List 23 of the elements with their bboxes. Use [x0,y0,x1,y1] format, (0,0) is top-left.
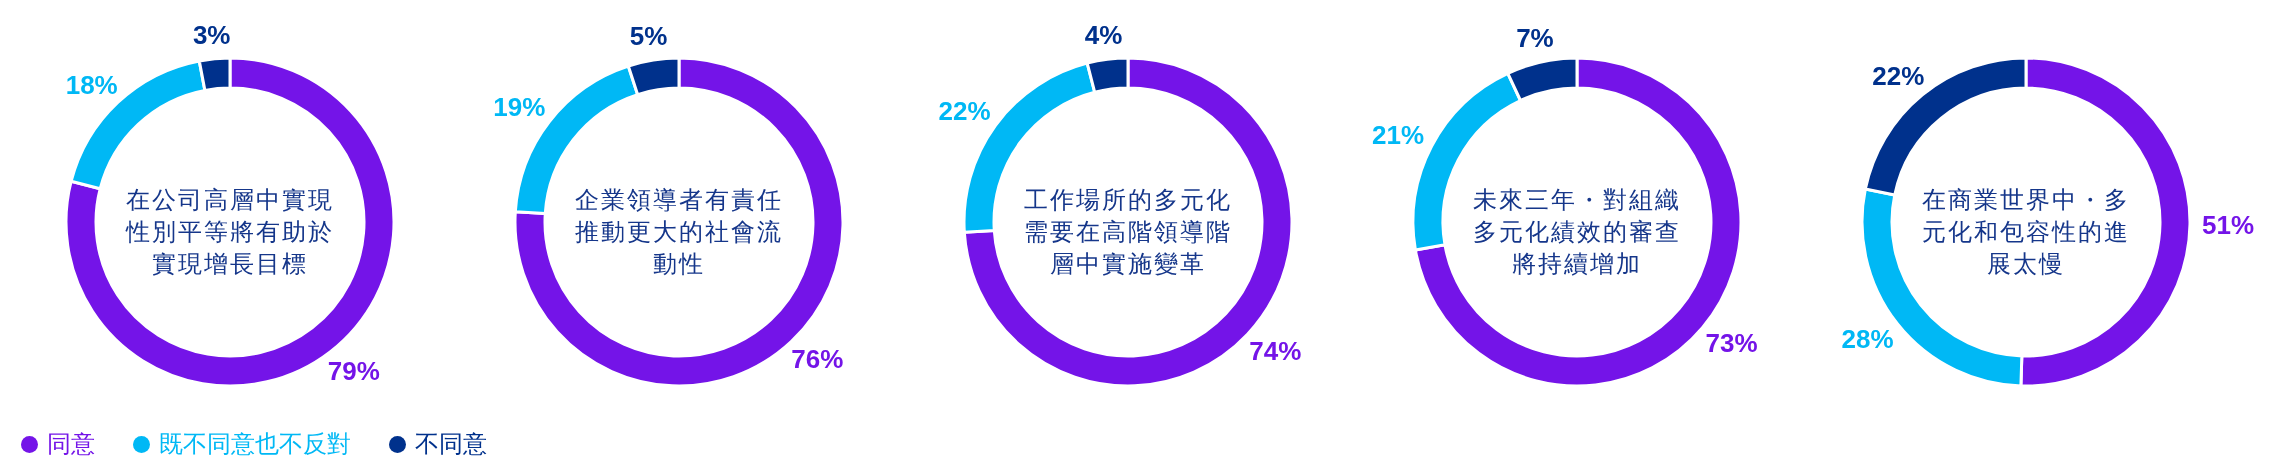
data-label: 3% [192,19,231,50]
data-label: 74% [1249,335,1302,366]
legend-label: 不同意 [415,429,487,460]
data-label: 7% [1516,23,1554,54]
text: 在公司高層中實現性別平等將有助於實現增長目標 [124,185,335,280]
data-label: 19% [493,91,546,122]
data-label: 4% [1084,20,1123,51]
data-label: 76% [791,344,844,375]
text: 企業領導者有責任推動更大的社會流動性 [574,185,784,280]
text: 工作場所的多元化需要在高階領導階層中實施變革 [1023,185,1233,280]
data-label: 22% [1872,61,1925,92]
data-label: 5% [629,21,668,52]
data-label: 79% [327,355,380,386]
data-label: 18% [65,69,118,100]
text: 未來三年・對組織多元化績效的審查將持續增加 [1472,185,1682,280]
text: 在商業世界中・多元化和包容性的進展太慢 [1921,185,2131,280]
legend-label: 既不同意也不反對 [159,429,351,460]
data-label: 22% [938,96,991,127]
data-label: 28% [1841,323,1894,354]
legend-label: 同意 [47,429,95,460]
data-label: 73% [1705,328,1758,359]
data-label: 21% [1371,119,1425,150]
data-label: 51% [2201,209,2255,240]
